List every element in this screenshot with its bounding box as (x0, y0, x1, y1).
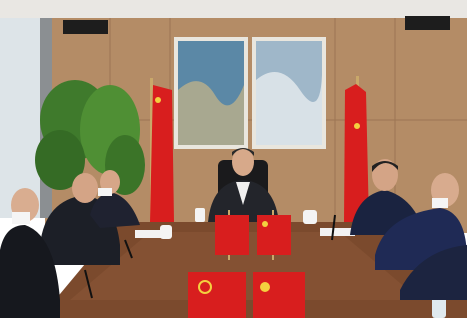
flag (150, 85, 174, 222)
flag-star (262, 221, 268, 227)
table-flag (188, 272, 246, 318)
paper (320, 228, 355, 236)
page: Meeting room photo {} html, body { margi… (0, 0, 467, 318)
mask (98, 188, 112, 196)
photo (0, 0, 467, 318)
mask (12, 212, 30, 224)
ceiling (0, 0, 467, 20)
table-flag (215, 215, 249, 255)
page-body (0, 0, 467, 318)
cup (303, 210, 317, 224)
mask (432, 198, 448, 208)
vent (405, 16, 450, 30)
flag-star (155, 97, 161, 103)
flag-star (260, 282, 270, 292)
table-flag (253, 272, 305, 318)
flag-emblem (354, 123, 360, 129)
table-flag (257, 215, 291, 255)
vent (63, 20, 108, 34)
cup (195, 208, 205, 222)
head (72, 173, 98, 203)
cup (160, 225, 172, 239)
